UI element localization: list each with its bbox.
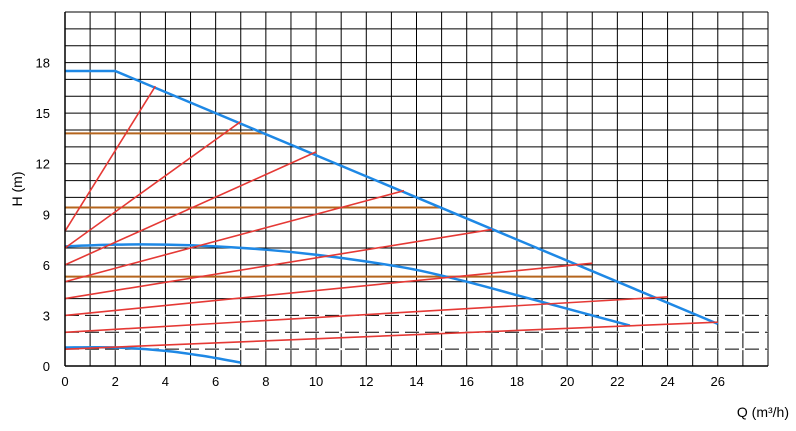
system-curve xyxy=(64,151,317,266)
system-curve xyxy=(64,120,242,249)
system-curve xyxy=(64,321,718,350)
system-curve xyxy=(64,85,157,232)
x-tick-label: 6 xyxy=(212,374,219,389)
x-tick-label: 26 xyxy=(711,374,725,389)
x-tick-label: 16 xyxy=(459,374,473,389)
system-curve xyxy=(64,296,668,334)
y-tick-label: 6 xyxy=(43,258,50,273)
dashed-lines xyxy=(65,314,768,351)
brown-lines xyxy=(65,132,593,278)
system-curve xyxy=(64,189,405,283)
y-tick-label: 12 xyxy=(36,157,50,172)
x-tick-label: 24 xyxy=(660,374,674,389)
x-tick-label: 14 xyxy=(409,374,423,389)
x-tick-label: 22 xyxy=(610,374,624,389)
x-tick-label: 4 xyxy=(162,374,169,389)
grid xyxy=(64,11,769,367)
x-tick-label: 20 xyxy=(560,374,574,389)
y-tick-label: 3 xyxy=(43,308,50,323)
x-tick-label: 2 xyxy=(112,374,119,389)
x-tick-label: 8 xyxy=(262,374,269,389)
pump-curve xyxy=(65,69,719,326)
x-tick-label: 12 xyxy=(359,374,373,389)
series-lines xyxy=(64,69,719,364)
system-curve xyxy=(64,228,492,300)
system-curve xyxy=(64,262,593,317)
y-tick-label: 15 xyxy=(36,106,50,121)
y-tick-label: 0 xyxy=(43,359,50,374)
y-tick-label: 9 xyxy=(43,207,50,222)
x-tick-label: 18 xyxy=(510,374,524,389)
y-axis-label: H (m) xyxy=(9,172,25,207)
x-tick-label: 0 xyxy=(61,374,68,389)
y-tick-label: 18 xyxy=(36,56,50,71)
pump-curve xyxy=(64,243,631,327)
x-axis-label: Q (m³/h) xyxy=(737,404,789,420)
x-tick-label: 10 xyxy=(309,374,323,389)
axes xyxy=(64,12,768,367)
